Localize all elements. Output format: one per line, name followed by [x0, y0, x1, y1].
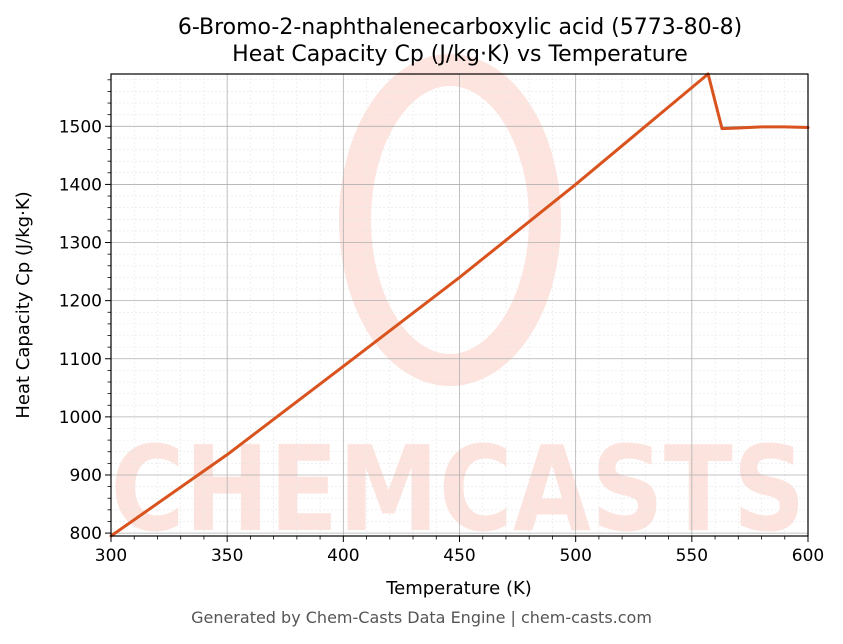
x-tick-label: 500 — [559, 546, 591, 566]
x-axis-label: Temperature (K) — [385, 578, 532, 599]
y-tick-label: 1300 — [59, 234, 102, 254]
labels: 6-Bromo-2-naphthalenecarboxylic acid (57… — [13, 15, 742, 599]
y-tick-label: 1000 — [59, 408, 102, 428]
x-tick-label: 450 — [443, 546, 475, 566]
y-tick-label: 1500 — [59, 117, 102, 137]
y-tick-label: 800 — [70, 524, 102, 544]
footer-credit: Generated by Chem-Casts Data Engine | ch… — [191, 608, 652, 627]
grid-major — [110, 74, 809, 536]
chart-title-line2: Heat Capacity Cp (J/kg·K) vs Temperature — [232, 42, 688, 67]
x-tick-label: 350 — [211, 546, 243, 566]
y-tick-label: 1200 — [59, 292, 102, 312]
x-tick-label: 550 — [676, 546, 708, 566]
x-tick-label: 600 — [792, 546, 824, 566]
chart-title-line1: 6-Bromo-2-naphthalenecarboxylic acid (57… — [178, 15, 742, 40]
svg-text:CHEMCASTS: CHEMCASTS — [111, 420, 806, 558]
y-tick-label: 1100 — [59, 350, 102, 370]
x-tick-label: 300 — [95, 546, 127, 566]
x-tick-label: 400 — [327, 546, 359, 566]
y-tick-label: 900 — [70, 466, 102, 486]
y-tick-label: 1400 — [59, 175, 102, 195]
y-axis-label: Heat Capacity Cp (J/kg·K) — [13, 191, 34, 418]
watermark: CHEMCASTS — [111, 54, 806, 558]
ticks: 300 350 400 450 500 550 600 800 900 1000 1100 1200 1… — [59, 79, 824, 566]
